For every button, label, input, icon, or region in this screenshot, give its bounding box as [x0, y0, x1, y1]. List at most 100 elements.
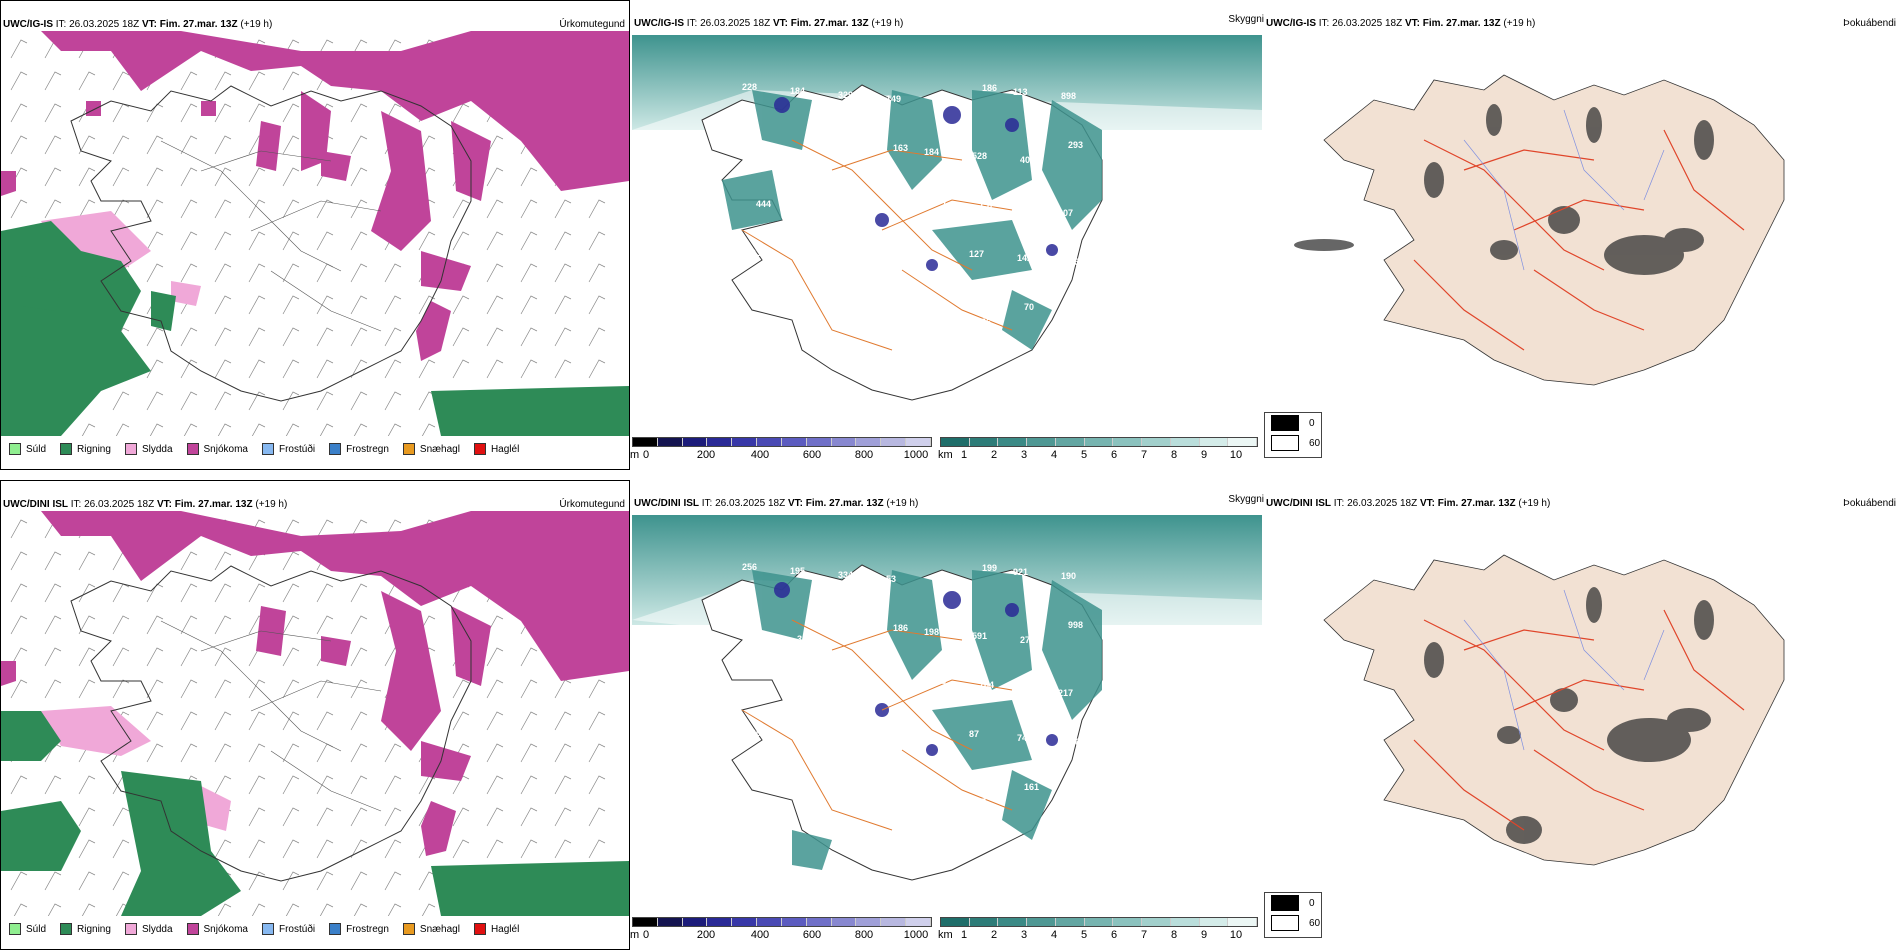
- wind-barb: [180, 679, 198, 699]
- fog-roads: [1413, 129, 1745, 351]
- wind-barb: [350, 231, 368, 251]
- snow-depth-label: 223: [794, 252, 809, 262]
- wind-barb: [350, 839, 368, 859]
- wind-barb: [588, 295, 606, 315]
- wind-barb: [387, 903, 402, 916]
- wind-barb: [214, 711, 232, 731]
- elev-tick: 0: [642, 929, 650, 941]
- panel-title: Skyggni: [1228, 494, 1264, 505]
- wind-barb: [13, 903, 28, 916]
- wind-barb: [452, 711, 470, 731]
- snow-depth-label: 190: [1061, 571, 1076, 581]
- wind-barb: [350, 679, 368, 699]
- valid-time-label: VT:: [1419, 498, 1435, 509]
- vis-tick: 10: [1229, 929, 1243, 941]
- lead-time: (+19 h): [1503, 18, 1536, 29]
- precip-type-panel: UWC/IG-IS IT: 26.03.2025 18Z VT: Fim. 27…: [0, 0, 630, 470]
- wind-barb: [180, 391, 198, 411]
- wind-barb: [319, 903, 334, 916]
- wind-barb: [520, 807, 538, 827]
- wind-barb: [554, 263, 572, 283]
- wind-barb: [285, 903, 300, 916]
- snow-depth-label: 219: [845, 139, 860, 149]
- wind-barb: [248, 711, 266, 731]
- wind-barb: [180, 327, 198, 347]
- wind-barb: [316, 711, 334, 731]
- wind-barb: [452, 327, 470, 347]
- wind-barb: [146, 711, 164, 731]
- wind-barb: [350, 135, 368, 155]
- wind-barb: [486, 711, 504, 731]
- wind-barb: [353, 423, 368, 436]
- wind-barb: [10, 199, 28, 219]
- wind-barb: [384, 807, 402, 827]
- wind-barb: [44, 551, 62, 571]
- vis-tick: 6: [1110, 929, 1118, 941]
- wind-barb: [319, 423, 334, 436]
- snow-depth-label: 146: [753, 796, 768, 806]
- roads-lines: [160, 140, 382, 332]
- snow-depth-label: 131: [938, 744, 953, 754]
- wind-barb: [146, 135, 164, 155]
- wind-barb: [486, 839, 504, 859]
- wind-barb: [10, 775, 28, 795]
- valid-time-label: VT:: [1404, 18, 1420, 29]
- fog-dark-areas: [1294, 104, 1714, 275]
- wind-barb: [554, 199, 572, 219]
- wind-barb: [486, 359, 504, 379]
- snow-depth-label: 127: [969, 249, 984, 259]
- wind-barb: [588, 839, 606, 859]
- wind-barb: [520, 167, 538, 187]
- init-time-value: 26.03.2025 18Z: [84, 499, 155, 510]
- wind-barb: [214, 263, 232, 283]
- wind-barb: [146, 231, 164, 251]
- wind-barb: [78, 775, 96, 795]
- fog-index-panel: UWC/IG-IS IT: 26.03.2025 18Z VT: Fim. 27…: [1264, 0, 1900, 470]
- snow-depth-label: 383: [934, 578, 949, 588]
- wind-barb: [588, 199, 606, 219]
- snow-depth-label: 257: [890, 260, 905, 270]
- vis-tick: 8: [1170, 449, 1178, 461]
- fog-legend-0: 0: [1271, 893, 1321, 913]
- fog-map: [1294, 74, 1785, 386]
- wind-barb: [520, 263, 538, 283]
- snow-depth-label: 198: [924, 627, 939, 637]
- wind-barb: [214, 231, 232, 251]
- wind-barb: [282, 391, 300, 411]
- snow-depth-label: 184: [790, 86, 805, 96]
- wind-barb: [316, 839, 334, 859]
- fog-map: [1323, 554, 1785, 866]
- wind-barb: [112, 391, 130, 411]
- wind-barb: [214, 391, 232, 411]
- wind-barb: [350, 583, 368, 603]
- wind-barb: [387, 423, 402, 436]
- snow-depth-label: 318: [797, 634, 812, 644]
- wind-barb: [146, 391, 164, 411]
- wind-barb: [146, 103, 164, 123]
- wind-barb: [588, 679, 606, 699]
- snow-depth-label: 189: [794, 732, 809, 742]
- wind-barb: [384, 359, 402, 379]
- wind-barb: [520, 231, 538, 251]
- legend-rain: Rigning: [60, 443, 111, 455]
- wind-barb: [112, 647, 130, 667]
- wind-barb: [248, 775, 266, 795]
- init-time-label: IT:: [701, 498, 713, 509]
- wind-barb: [214, 583, 232, 603]
- wind-barb: [282, 775, 300, 795]
- wind-barb: [452, 199, 470, 219]
- visibility-colorbar: km 1 2 3 4 5 6 7 8 9 10: [938, 917, 1258, 945]
- wind-barb: [282, 71, 300, 91]
- model-name: UWC/IG-IS: [634, 18, 684, 29]
- wind-barb: [350, 167, 368, 187]
- snow-depth-label: 747: [1017, 733, 1032, 743]
- wind-barb: [180, 647, 198, 667]
- legend-snow-pellets: Snæhagl: [402, 443, 460, 455]
- wind-barb: [214, 295, 232, 315]
- wind-barb: [10, 679, 28, 699]
- wind-barb: [112, 167, 130, 187]
- roads-lines: [160, 620, 382, 812]
- roads: [741, 619, 1013, 831]
- wind-barb: [282, 839, 300, 859]
- visibility-map: 228 184 329 149 152 186 113 898 283 204 219 163 184 5…: [632, 35, 1262, 401]
